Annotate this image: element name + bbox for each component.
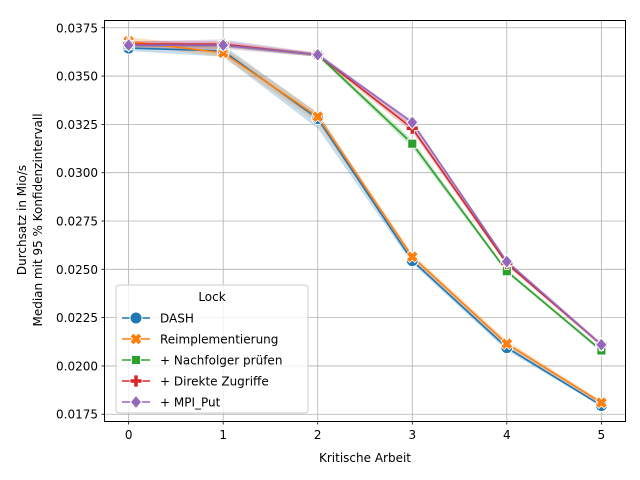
y-tick-label: 0.0225 (56, 311, 98, 325)
legend-marker (129, 332, 143, 346)
data-point (500, 254, 514, 269)
data-point (122, 37, 135, 53)
y-tick-label: 0.0375 (56, 21, 98, 35)
data-point (405, 250, 419, 264)
y-tick-label: 0.0250 (56, 263, 98, 277)
series-line (128, 43, 602, 346)
x-tick-label: 2 (314, 428, 322, 442)
x-tick-label: 0 (125, 428, 133, 442)
y-axis-title-line-1: Durchsatz in Mio/s (15, 165, 29, 275)
series-line (128, 44, 602, 346)
x-tick-label: 5 (598, 428, 606, 442)
data-point (216, 37, 230, 53)
legend-title: Lock (198, 290, 225, 304)
data-point (311, 110, 325, 124)
data-point (407, 138, 418, 149)
legend-entries: DASH Reimplementierung + Nachfolger prüfen… (122, 311, 282, 410)
data-point (500, 337, 514, 351)
legend-box (115, 284, 309, 414)
legend: Lock DASH Reimplementierung + Nachfolger p… (115, 284, 309, 414)
x-axis-ticks: 0 1 2 3 4 5 (125, 421, 605, 442)
legend-marker (129, 311, 143, 325)
y-axis-ticks: 0.0175 0.0200 0.0225 0.0250 0.0275 0.0300 0.03… (56, 21, 105, 422)
legend-label: + Nachfolger prüfen (160, 354, 282, 368)
data-point (406, 115, 419, 130)
x-tick-label: 3 (408, 428, 416, 442)
y-tick-label: 0.0200 (56, 359, 98, 373)
x-tick-label: 4 (503, 428, 511, 442)
series-lines (128, 40, 602, 407)
y-axis-title-line-2: Median mit 95 % Konfidenzintervall (31, 113, 45, 326)
legend-label: DASH (160, 312, 194, 326)
x-axis-title: Kritische Arbeit (319, 451, 411, 465)
legend-marker (129, 394, 143, 410)
y-tick-label: 0.0350 (56, 70, 98, 84)
x-tick-label: 1 (219, 428, 227, 442)
data-point (594, 396, 608, 410)
series-markers (122, 34, 608, 413)
legend-label: + MPI_Put (160, 396, 221, 410)
y-tick-label: 0.0175 (56, 408, 98, 422)
legend-label: + Direkte Zugriffe (160, 375, 269, 389)
legend-label: Reimplementierung (160, 333, 278, 347)
y-tick-label: 0.0300 (56, 166, 98, 180)
grid (105, 21, 625, 421)
legend-marker (130, 354, 142, 366)
data-point (595, 337, 608, 353)
series-line (128, 40, 602, 404)
y-tick-label: 0.0325 (56, 118, 98, 132)
y-tick-label: 0.0275 (56, 215, 98, 229)
legend-marker (129, 374, 143, 388)
data-point (311, 47, 324, 63)
